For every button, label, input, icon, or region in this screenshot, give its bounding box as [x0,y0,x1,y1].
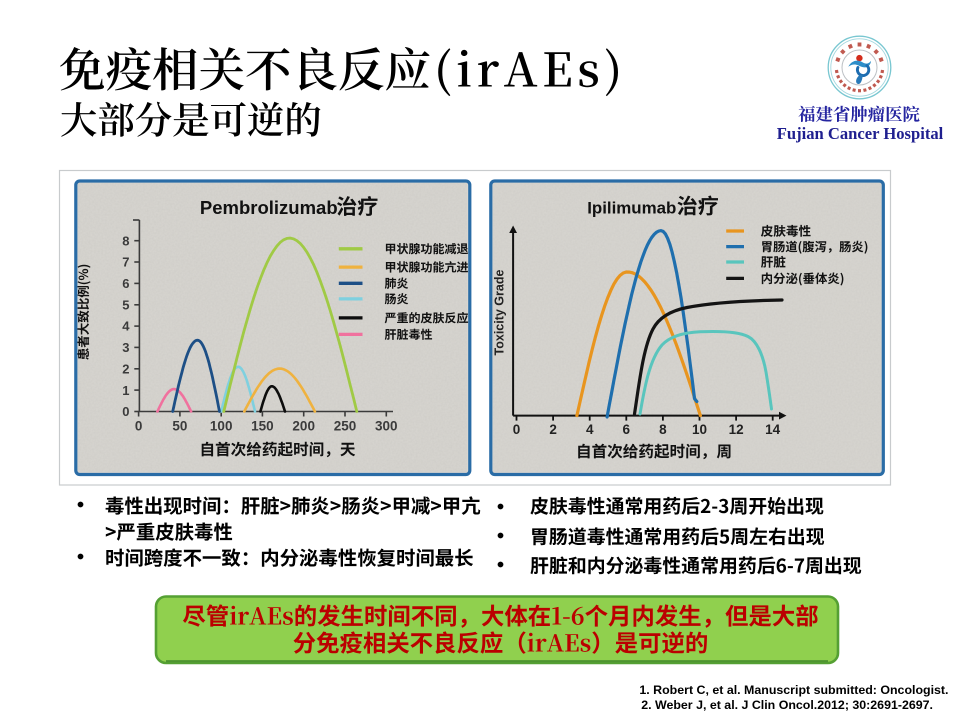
svg-text:1. Robert C, et al. Manuscript: 1. Robert C, et al. Manuscript submitted… [639,683,948,697]
svg-text:2. Weber J, et al. J Clin Onco: 2. Weber J, et al. J Clin Oncol.2012; 30… [641,698,933,712]
svg-text:250: 250 [334,419,357,434]
svg-text:4: 4 [586,422,594,437]
svg-text:300: 300 [375,419,398,434]
svg-text:0: 0 [513,422,521,437]
svg-text:0: 0 [135,419,143,434]
svg-text:100: 100 [210,419,233,434]
svg-text:6: 6 [623,422,631,437]
svg-text:7: 7 [122,255,129,270]
svg-text:200: 200 [292,419,315,434]
svg-text:Toxicity Grade: Toxicity Grade [493,270,507,356]
svg-text:14: 14 [765,422,781,437]
svg-text:50: 50 [172,419,187,434]
svg-text:8: 8 [659,422,667,437]
svg-text:5: 5 [122,297,129,312]
svg-text:0: 0 [122,404,129,419]
svg-text:12: 12 [729,422,744,437]
svg-text:8: 8 [122,233,129,248]
svg-text:10: 10 [692,422,707,437]
svg-text:6: 6 [122,276,129,291]
svg-text:Pembrolizumab: Pembrolizumab [200,197,338,218]
svg-text:2: 2 [549,422,557,437]
svg-text:2: 2 [122,361,129,376]
svg-text:1: 1 [122,383,129,398]
svg-text:150: 150 [251,419,274,434]
svg-text:Fujian Cancer Hospital: Fujian Cancer Hospital [777,124,944,143]
svg-text:Ipilimumab: Ipilimumab [587,199,676,218]
svg-text:3: 3 [122,340,129,355]
svg-text:4: 4 [122,319,130,334]
